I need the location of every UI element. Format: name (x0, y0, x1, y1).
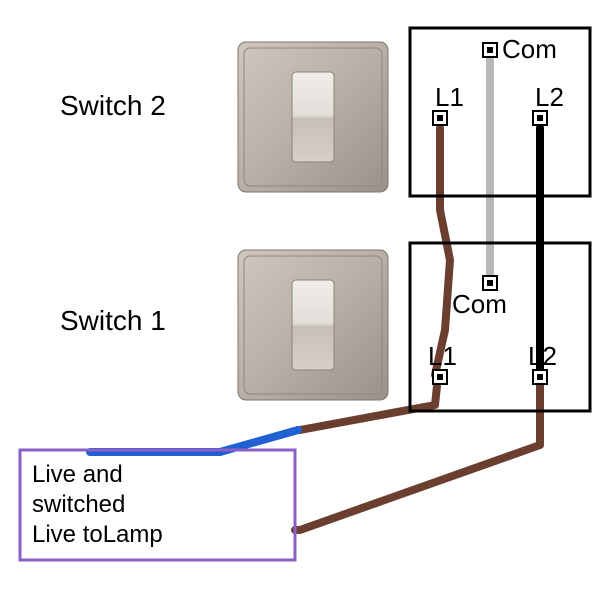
wire-top-l1-to-bot-l1 (435, 128, 450, 375)
note-line3: Live toLamp (32, 521, 163, 548)
label-com-bottom: Com (452, 289, 507, 319)
label-l2-top: L2 (535, 82, 564, 112)
note-line2: switched (32, 491, 125, 518)
label-l1-top: L1 (435, 82, 464, 112)
note-box: Live and switched Live toLamp (20, 450, 295, 560)
switch1-plate (238, 250, 388, 400)
label-l1-bottom: L1 (428, 341, 457, 371)
label-switch1: Switch 1 (60, 305, 166, 336)
label-l2-bottom: L2 (528, 341, 557, 371)
note-line1: Live and (32, 461, 123, 488)
switch2-plate (238, 42, 388, 192)
label-switch2: Switch 2 (60, 90, 166, 121)
wiring-diagram: Com L1 L2 Com L1 L2 Switch 2 Switch 1 Li… (0, 0, 600, 600)
label-com-top: Com (502, 34, 557, 64)
